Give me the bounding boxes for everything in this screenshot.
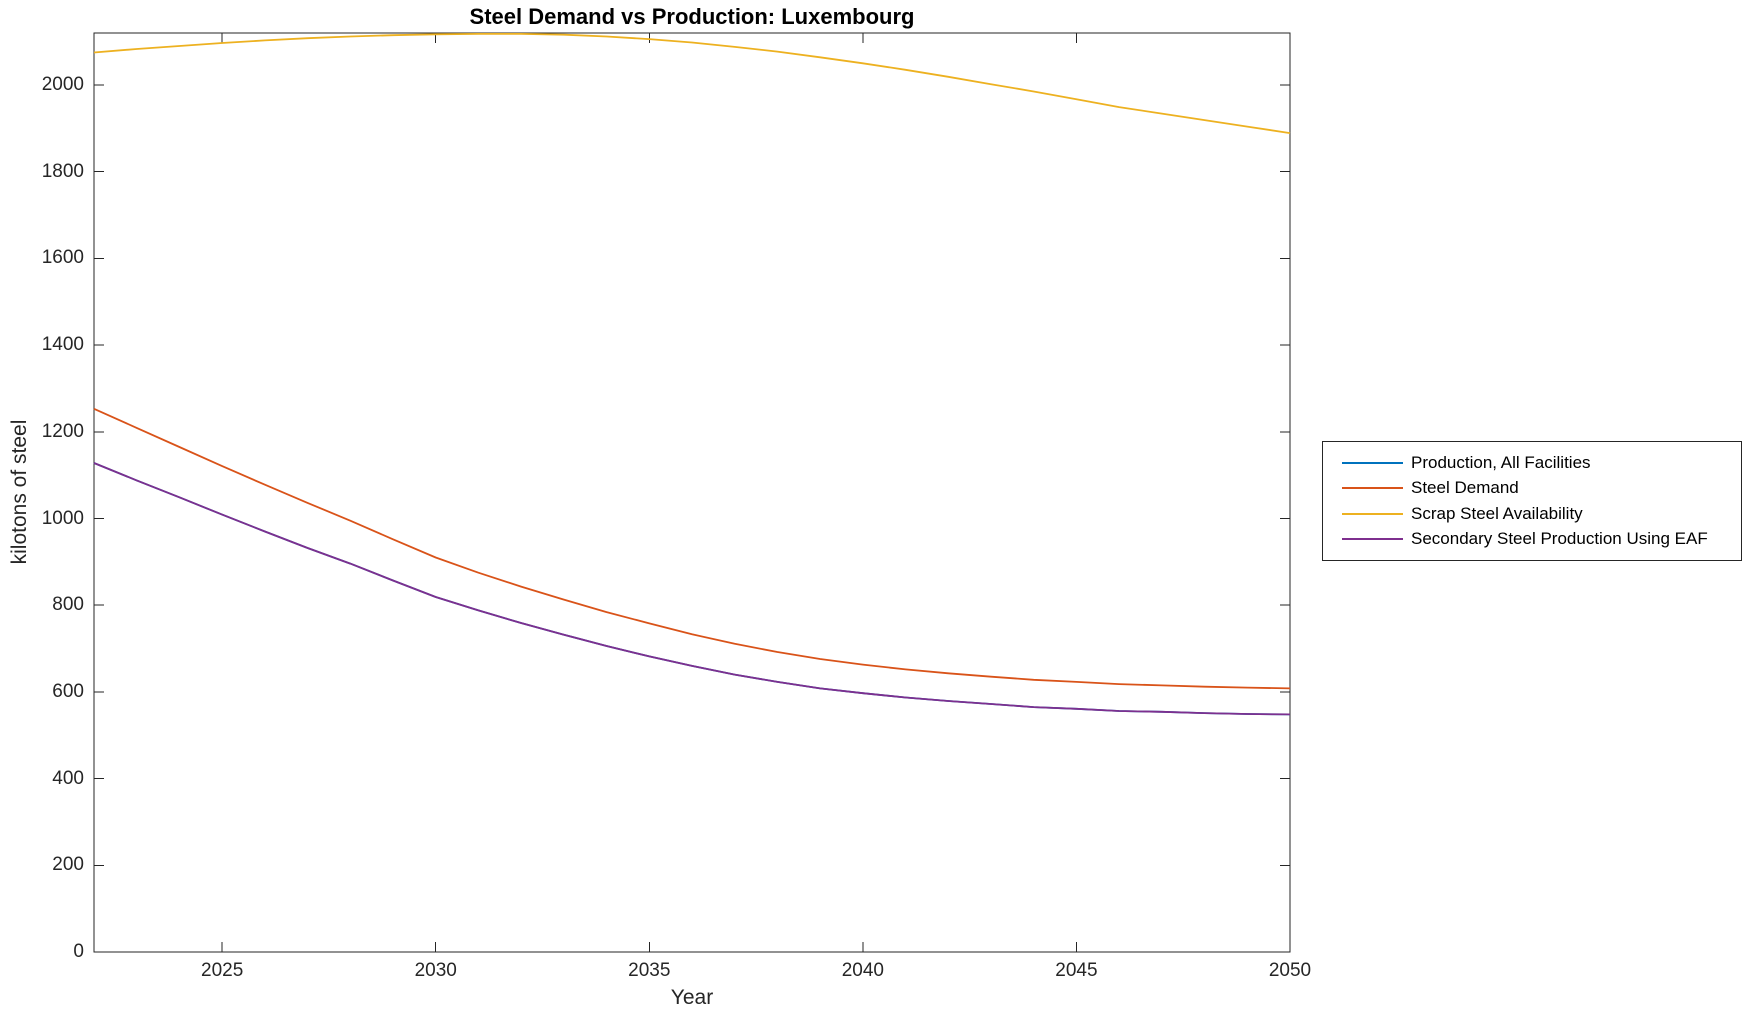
- y-tick-label: 200: [52, 854, 84, 876]
- y-tick-label: 1000: [41, 507, 84, 529]
- legend: Production, All Facilities Steel Demand Sc…: [1322, 441, 1742, 561]
- x-tick-label: 2035: [628, 960, 671, 981]
- series-line-2: [93, 33, 1291, 134]
- series-line-1: [93, 407, 1291, 690]
- y-tick-label: 1800: [41, 160, 84, 182]
- legend-line-sample: [1342, 487, 1403, 490]
- y-tick-label: 600: [52, 680, 84, 702]
- legend-label: Steel Demand: [1411, 478, 1519, 498]
- legend-line-sample: [1342, 461, 1403, 464]
- legend-label: Scrap Steel Availability: [1411, 503, 1583, 523]
- y-tick-label: 2000: [41, 74, 84, 96]
- legend-item: Production, All Facilities: [1323, 450, 1741, 476]
- y-tick-label: 1400: [41, 334, 84, 356]
- x-tick-label: 2040: [841, 960, 884, 981]
- series-line-3: [93, 462, 1291, 716]
- y-tick-label: 0: [73, 941, 84, 962]
- legend-line-sample: [1342, 512, 1403, 515]
- x-tick-label: 2025: [201, 960, 244, 981]
- x-tick-label: 2045: [1055, 960, 1098, 981]
- x-tick-label: 2050: [1268, 960, 1312, 981]
- y-tick-label: 800: [52, 594, 84, 616]
- legend-label: Production, All Facilities: [1411, 452, 1591, 472]
- legend-label: Secondary Steel Production Using EAF: [1411, 529, 1708, 549]
- legend-item: Scrap Steel Availability: [1323, 501, 1741, 527]
- y-tick-label: 400: [52, 767, 84, 789]
- x-axis-label: Year: [670, 986, 714, 1009]
- y-tick-label: 1600: [41, 247, 84, 269]
- legend-item: Steel Demand: [1323, 476, 1741, 502]
- chart-title: Steel Demand vs Production: Luxembourg: [469, 4, 915, 29]
- x-tick-label: 2030: [414, 960, 457, 981]
- series-line-0: [93, 462, 1291, 716]
- legend-item: Secondary Steel Production Using EAF: [1323, 527, 1741, 553]
- legend-line-sample: [1342, 538, 1403, 541]
- y-tick-label: 1200: [41, 420, 84, 442]
